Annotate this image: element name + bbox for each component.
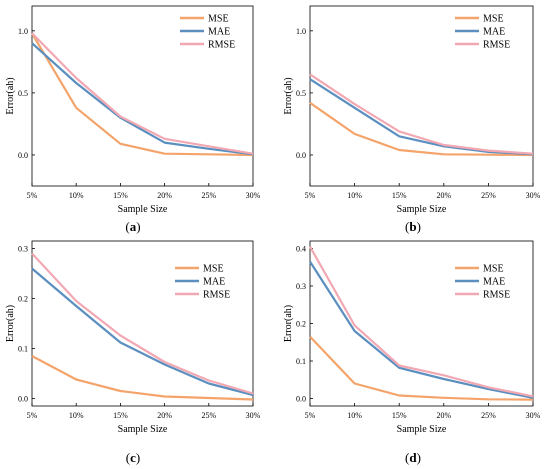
x-tick-label: 10% <box>347 411 362 420</box>
x-tick-label: 15% <box>113 411 128 420</box>
x-tick-label: 25% <box>481 411 496 420</box>
x-tick-label: 30% <box>526 411 541 420</box>
x-axis-title: Sample Size <box>118 204 168 215</box>
series-line-mse <box>309 101 534 157</box>
legend-label-mse: MSE <box>208 14 229 25</box>
legend: MSE MAE RMSE <box>455 14 510 51</box>
series-line-mse <box>309 335 534 401</box>
series-line-mae <box>309 78 534 156</box>
y-tick-label: 1.0 <box>18 27 28 36</box>
y-tick-label: 0.2 <box>296 320 306 329</box>
chart-panel-c: 0.0 0.1 0.2 0.3 5% 10% 15% 20% 25% 30% Sample Size… <box>5 240 261 465</box>
chart-panel-a: 0.0 0.5 1.0 5% 10% 15% 20% 25% 30% Sample Size Err… <box>5 5 261 234</box>
y-axis-title: Error(ah) <box>5 77 16 114</box>
legend-label-mse: MSE <box>483 264 504 275</box>
panel-caption: (b) <box>405 219 421 234</box>
legend-label-mse: MSE <box>203 264 224 275</box>
panel-caption: (a) <box>125 219 140 234</box>
y-tick-label: 0.2 <box>18 295 28 304</box>
plot-frame <box>309 5 534 187</box>
legend-label-mae: MAE <box>483 277 505 288</box>
y-axis-title: Error(ah) <box>5 305 16 342</box>
series-line-mae <box>31 42 254 156</box>
x-tick-label: 20% <box>436 191 451 200</box>
series-line-mae <box>31 267 254 397</box>
chart-panel-d: 0.0 0.1 0.2 0.3 0.4 5% 10% 15% 20% 25% 30% Sample S… <box>283 240 541 465</box>
x-axis-title: Sample Size <box>397 424 447 435</box>
y-tick-label: 0.3 <box>296 282 306 291</box>
series-line-mse <box>31 355 254 401</box>
y-tick-label: 0.5 <box>296 89 306 98</box>
series-line-rmse <box>309 246 534 398</box>
y-tick-label: 0.0 <box>18 151 28 160</box>
panel-caption-letter: b <box>409 219 416 234</box>
x-tick-label: 30% <box>526 191 541 200</box>
y-tick-label: 0.1 <box>18 345 28 354</box>
chart-panel-b: 0.0 0.5 1.0 5% 10% 15% 20% 25% 30% Sample Size Err… <box>283 5 541 234</box>
series-line-rmse <box>31 32 254 155</box>
x-tick-label: 5% <box>305 191 316 200</box>
panel-caption-letter: c <box>130 450 136 465</box>
x-tick-label: 25% <box>201 411 216 420</box>
x-tick-label: 5% <box>305 411 316 420</box>
legend-label-mae: MAE <box>203 277 225 288</box>
x-tick-label: 30% <box>246 411 261 420</box>
x-tick-label: 15% <box>113 191 128 200</box>
legend: MSE MAE RMSE <box>175 264 230 301</box>
x-tick-label: 30% <box>246 191 261 200</box>
y-tick-label: 0.0 <box>296 151 306 160</box>
legend: MSE MAE RMSE <box>180 14 235 51</box>
x-tick-label: 10% <box>347 191 362 200</box>
x-tick-label: 15% <box>392 411 407 420</box>
x-axis-title: Sample Size <box>397 204 447 215</box>
x-tick-label: 15% <box>392 191 407 200</box>
y-tick-label: 0.3 <box>18 245 28 254</box>
x-axis-title: Sample Size <box>118 424 168 435</box>
y-tick-label: 0.0 <box>296 395 306 404</box>
x-tick-label: 10% <box>69 191 84 200</box>
y-tick-label: 0.4 <box>296 245 306 254</box>
series-line-rmse <box>309 73 534 155</box>
x-tick-label: 20% <box>157 411 172 420</box>
x-tick-label: 25% <box>481 191 496 200</box>
x-tick-label: 5% <box>27 411 38 420</box>
legend-label-mse: MSE <box>483 14 504 25</box>
y-tick-label: 0.0 <box>18 395 28 404</box>
plot-frame <box>31 240 254 407</box>
series-line-mae <box>309 261 534 399</box>
plot-frame <box>31 5 254 187</box>
x-tick-label: 10% <box>69 411 84 420</box>
x-tick-label: 25% <box>201 191 216 200</box>
legend-label-rmse: RMSE <box>483 40 510 51</box>
legend-label-rmse: RMSE <box>203 290 230 301</box>
legend-label-rmse: RMSE <box>208 40 235 51</box>
panel-caption: (c) <box>126 450 140 465</box>
y-axis-title: Error(ah) <box>283 305 294 342</box>
y-tick-label: 1.0 <box>296 27 306 36</box>
series-line-mse <box>31 32 254 157</box>
panel-caption-letter: a <box>130 219 137 234</box>
y-axis-title: Error(ah) <box>283 77 294 114</box>
panel-caption: (d) <box>405 450 421 465</box>
y-tick-label: 0.5 <box>18 89 28 98</box>
legend-label-rmse: RMSE <box>483 290 510 301</box>
x-tick-label: 5% <box>27 191 38 200</box>
legend-label-mae: MAE <box>208 27 230 38</box>
x-tick-label: 20% <box>436 411 451 420</box>
x-tick-label: 20% <box>157 191 172 200</box>
panel-caption-letter: d <box>409 450 417 465</box>
legend: MSE MAE RMSE <box>455 264 510 301</box>
y-tick-label: 0.1 <box>296 357 306 366</box>
series-line-rmse <box>31 252 254 395</box>
legend-label-mae: MAE <box>483 27 505 38</box>
